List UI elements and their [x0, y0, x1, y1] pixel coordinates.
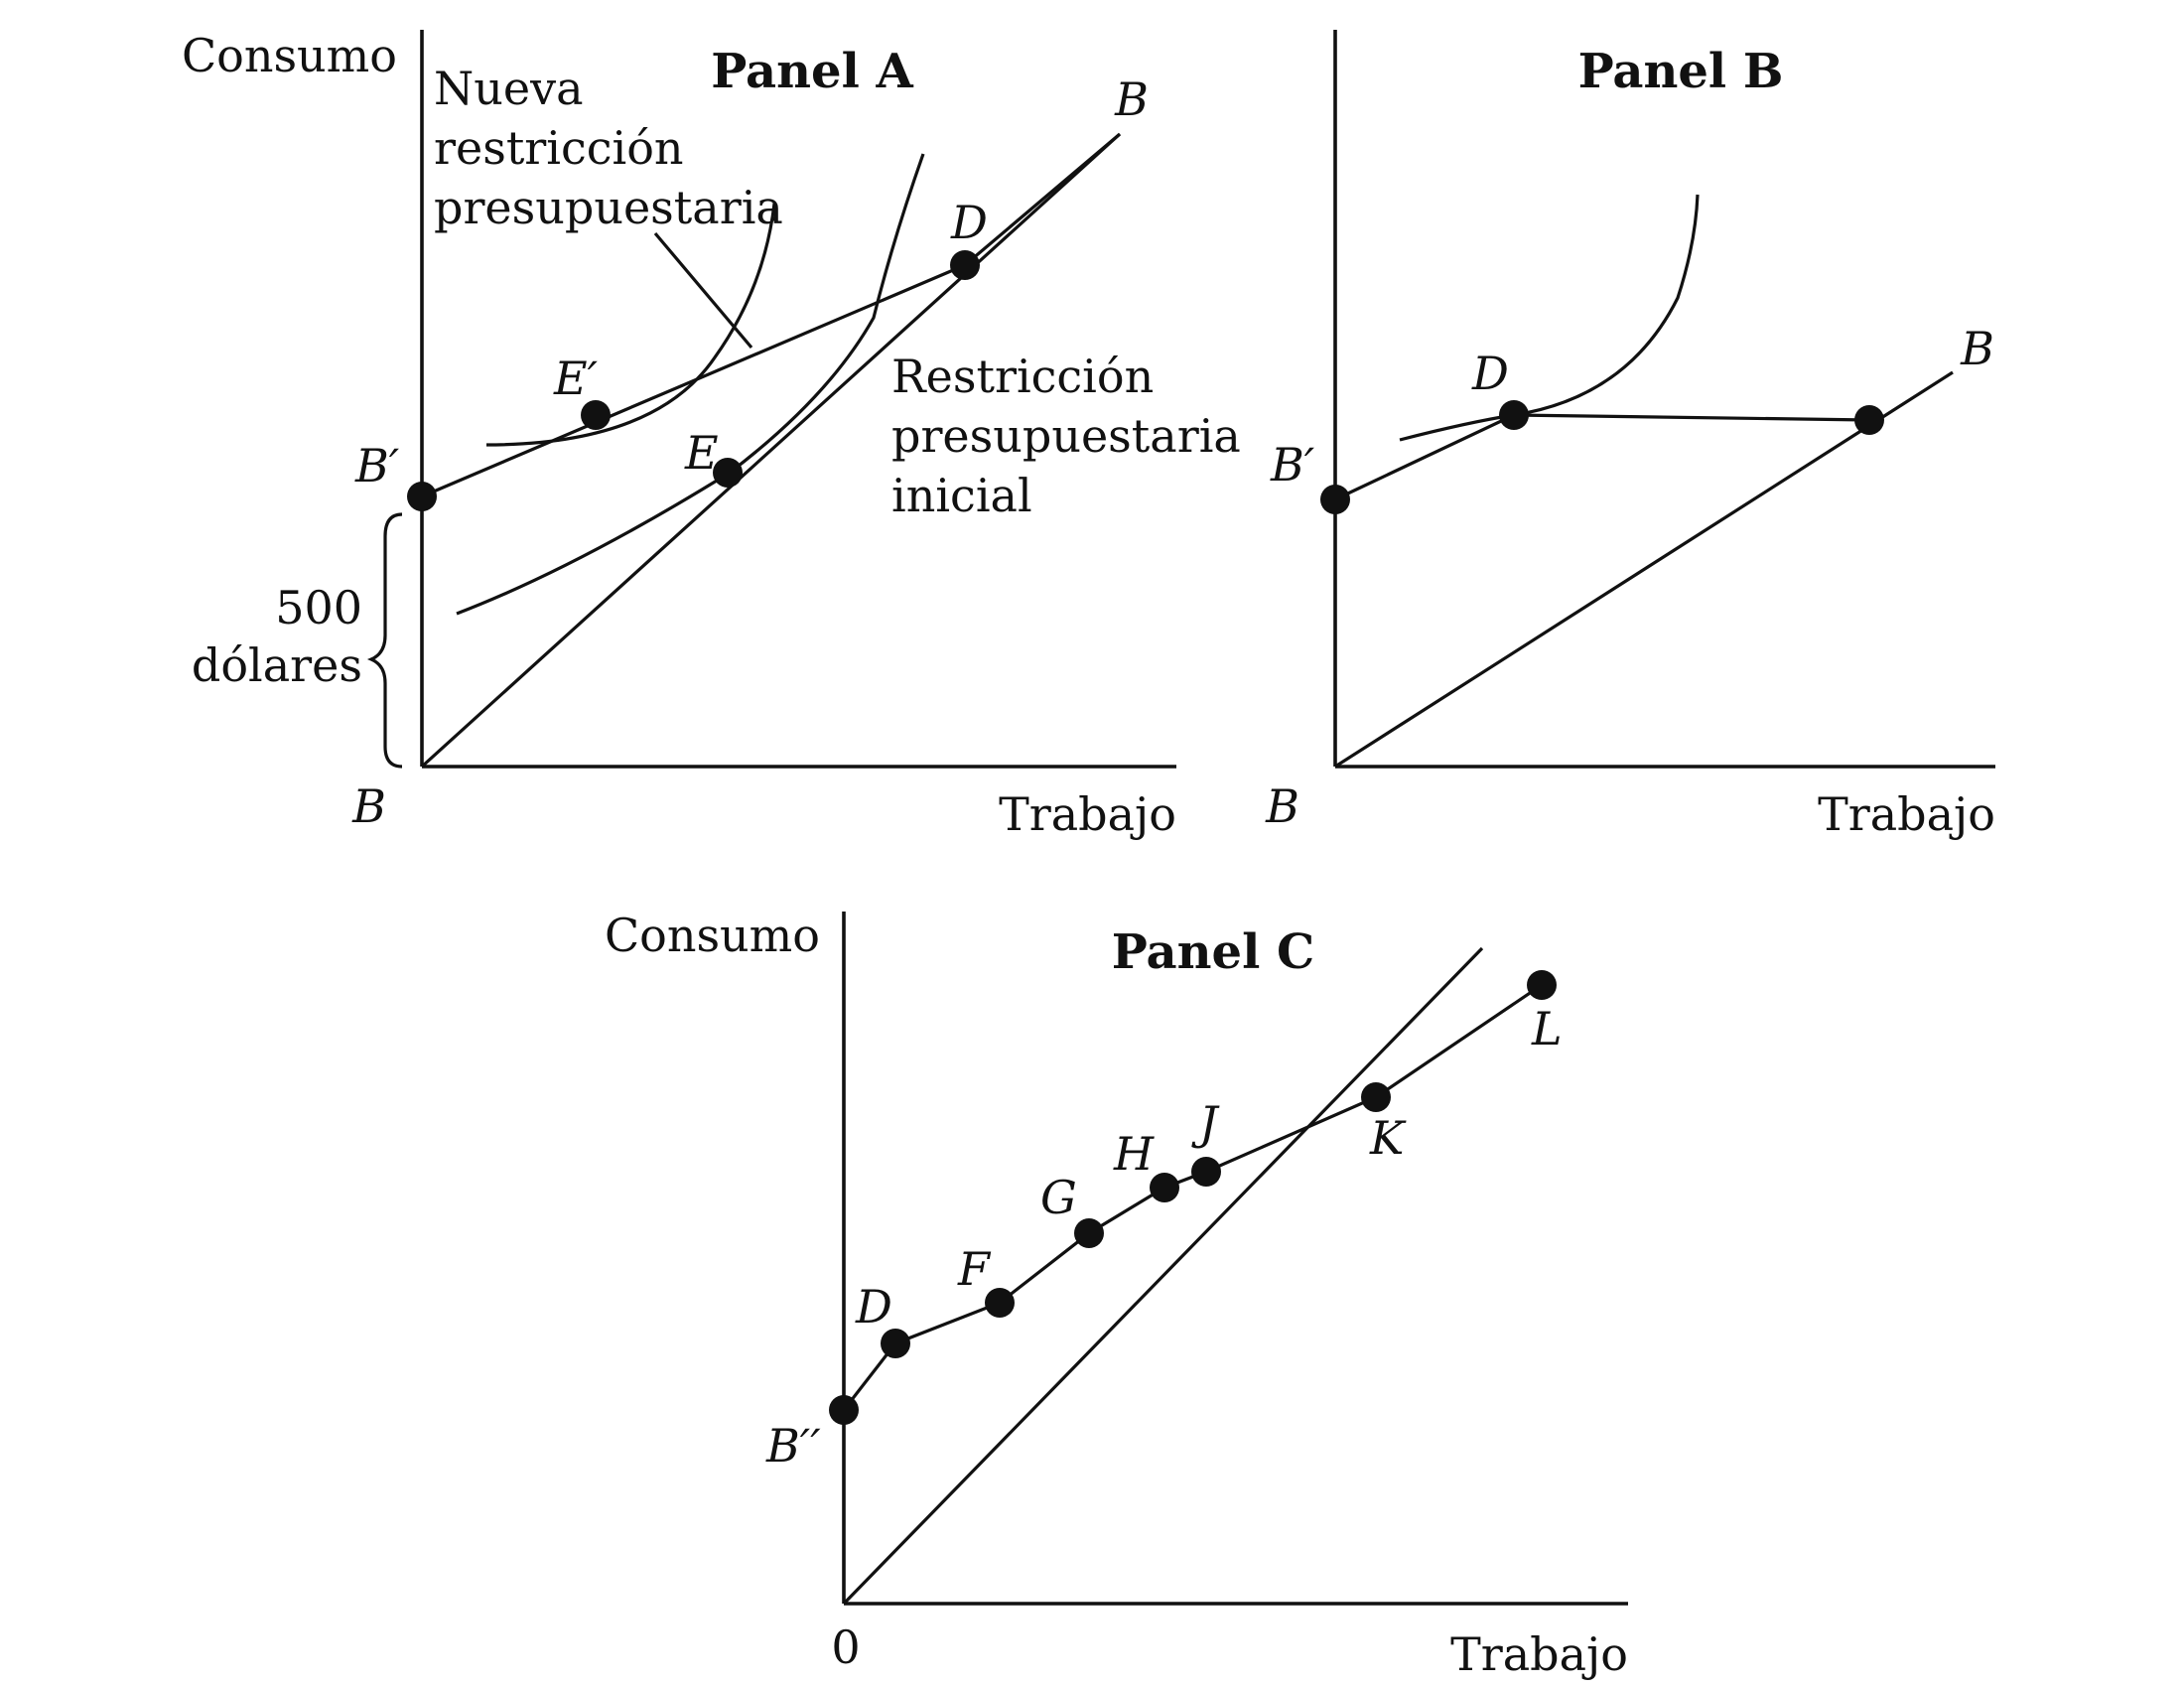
panel-c-point-d-label: D: [855, 1280, 892, 1334]
panel-a-point-d: [950, 250, 980, 280]
panel-a: Panel A Consumo Trabajo B B Nueva restri…: [182, 29, 1241, 841]
panel-c-point-f: [985, 1288, 1015, 1318]
panel-a-brace: [366, 512, 403, 769]
panel-b-point-d: [1499, 400, 1529, 430]
panel-a-title: Panel A: [711, 44, 913, 99]
panel-a-point-e-label: E: [684, 426, 719, 480]
panel-c-point-j: [1191, 1157, 1221, 1187]
panel-b-new-budget-line: [1334, 413, 1870, 501]
panel-a-brace-label-2: dólares: [192, 638, 362, 692]
panel-c-x-axis-label: Trabajo: [1450, 1627, 1628, 1681]
panel-c-y-axis-label: Consumo: [605, 909, 820, 962]
panel-a-point-e-prime: [581, 400, 611, 430]
panel-c-point-j-label: J: [1191, 1096, 1220, 1150]
panel-a-indifference-curve-e: [456, 153, 925, 616]
panel-c-point-h-label: H: [1113, 1127, 1155, 1181]
panel-b-line-end-label: B: [1960, 322, 1994, 375]
panel-c-initial-budget-line: [842, 946, 1484, 1606]
panel-a-point-b-prime: [407, 482, 437, 511]
panel-c-point-f-label: F: [957, 1242, 992, 1296]
panel-c: Panel C Consumo Trabajo 0 B′′ D F G H J …: [605, 909, 1628, 1681]
panel-a-initial-constraint-label-3: inicial: [891, 469, 1032, 522]
panel-b-title: Panel B: [1578, 44, 1784, 99]
panel-c-title: Panel C: [1112, 924, 1315, 980]
panel-c-point-h: [1150, 1173, 1179, 1202]
panel-b-initial-budget-line: [1334, 370, 1954, 769]
panel-c-point-b-double-prime: [829, 1395, 859, 1425]
panel-b: Panel B Trabajo B B B′ D: [1265, 30, 1995, 841]
panel-b-point-b-prime: [1320, 485, 1350, 514]
panel-a-point-b-prime-label: B′: [354, 439, 400, 492]
panel-c-piecewise-budget-line: [842, 983, 1543, 1411]
panel-b-point-kink: [1854, 405, 1884, 435]
panel-b-x-axis-label: Trabajo: [1818, 787, 1995, 841]
panel-b-origin-label: B: [1265, 779, 1299, 833]
panel-a-new-constraint-label-3: presupuestaria: [434, 181, 783, 234]
panel-a-point-e: [713, 458, 743, 488]
panel-a-new-constraint-pointer: [653, 231, 753, 350]
panel-c-point-g-label: G: [1040, 1171, 1077, 1224]
panel-c-point-g: [1074, 1218, 1104, 1248]
panel-a-x-axis-label: Trabajo: [999, 787, 1176, 841]
panel-a-origin-label: B: [351, 779, 386, 833]
panel-c-point-k: [1361, 1082, 1391, 1112]
panel-a-initial-constraint-label-1: Restricción: [891, 350, 1154, 403]
panel-b-point-b-prime-label: B′: [1270, 438, 1315, 492]
panel-c-point-l: [1527, 970, 1557, 1000]
panel-a-point-d-label: D: [950, 196, 988, 249]
panel-a-initial-budget-line: [420, 132, 1122, 769]
panel-a-indifference-curve-e-prime: [485, 203, 776, 447]
panel-a-brace-label-1: 500: [275, 581, 362, 634]
panel-a-line-end-label: B: [1114, 72, 1149, 126]
panel-b-point-d-label: D: [1471, 347, 1509, 400]
panel-a-point-e-prime-label: E′: [553, 352, 599, 405]
panel-c-point-l-label: L: [1531, 1002, 1563, 1055]
panel-a-new-constraint-label-1: Nueva: [434, 62, 584, 115]
panel-c-point-d: [881, 1329, 910, 1358]
panel-a-new-constraint-label-2: restricción: [434, 121, 684, 175]
panel-a-y-axis-label: Consumo: [182, 29, 397, 82]
panel-c-origin-label: 0: [831, 1620, 860, 1674]
panel-c-point-b-double-prime-label: B′′: [765, 1419, 821, 1473]
panel-a-initial-constraint-label-2: presupuestaria: [891, 409, 1241, 463]
panel-b-indifference-curve: [1399, 194, 1700, 442]
panel-c-point-k-label: K: [1369, 1111, 1407, 1165]
